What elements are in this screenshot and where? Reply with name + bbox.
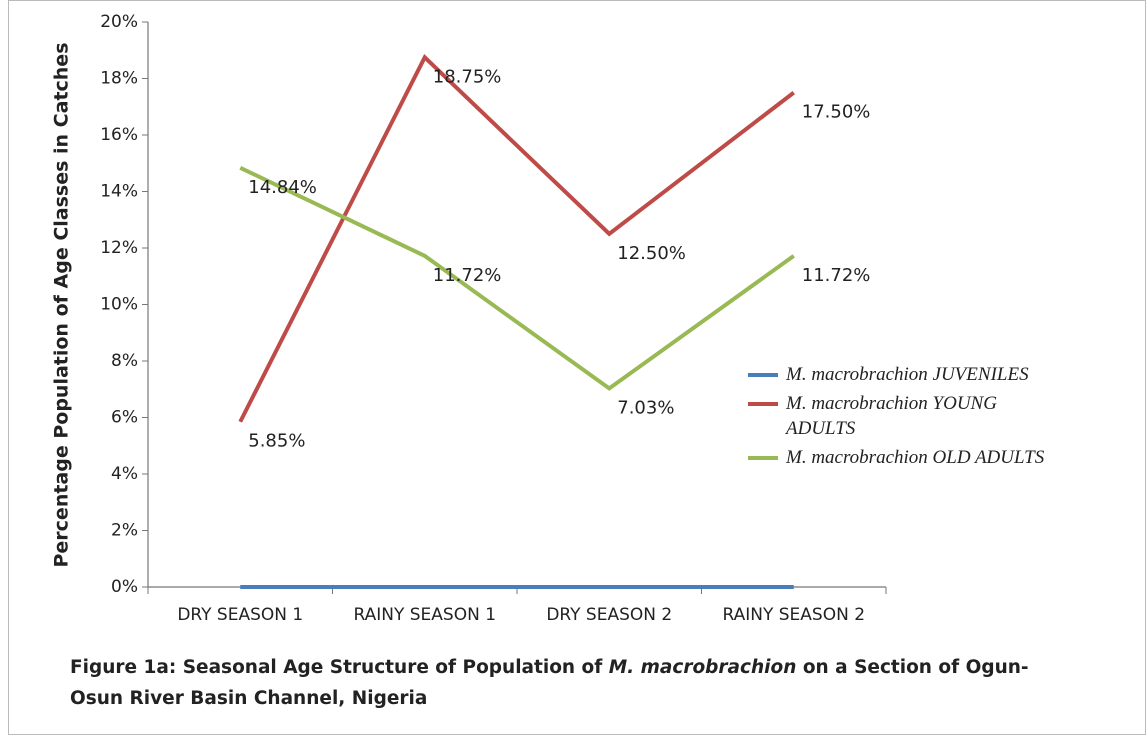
y-tick-label: 0% [111,577,138,597]
y-tick-label: 16% [100,125,138,145]
legend-label: M. macrobrachion OLD ADULTS [786,447,1045,468]
caption-text: on a Section of Ogun-Osun River Basin Ch… [70,657,1029,709]
data-label: 11.72% [433,265,502,286]
legend-label: M. macrobrachion YOUNG ADULTS [786,393,997,439]
data-label: 14.84% [248,177,317,198]
legend-swatch [748,402,778,406]
y-axis-label: Percentage Population of Age Classes in … [51,42,73,567]
legend: M. macrobrachion JUVENILES M. macrobrachi… [748,362,1116,474]
caption-italic: M. macrobrachion [608,657,797,678]
legend-entry: M. macrobrachion JUVENILES [748,362,1116,387]
legend-swatch [748,373,778,377]
x-tick-label: RAINY SEASON 2 [722,605,865,625]
series-line [238,54,795,423]
y-tick-label: 4% [111,464,138,484]
y-tick-label: 8% [111,351,138,371]
y-tick-label: 14% [100,182,138,202]
data-label: 11.72% [802,265,871,286]
legend-entry: M. macrobrachion OLD ADULTS [748,445,1116,470]
legend-swatch [748,456,778,460]
y-tick-label: 12% [100,238,138,258]
legend-entry: M. macrobrachion YOUNG ADULTS [748,391,1066,441]
legend-label: M. macrobrachion JUVENILES [786,364,1029,385]
series-line [239,165,795,391]
x-tick-label: DRY SEASON 2 [546,605,672,625]
y-tick-label: 10% [100,295,138,315]
y-tick-label: 2% [111,521,138,541]
x-tick-label: DRY SEASON 1 [177,605,303,625]
y-tick-label: 18% [100,69,138,89]
y-tick-label: 6% [111,408,138,428]
y-tick-label: 20% [100,12,138,32]
caption-text: Figure 1a: Seasonal Age Structure of Pop… [70,657,609,678]
x-tick-label: RAINY SEASON 1 [353,605,496,625]
caption: Figure 1a: Seasonal Age Structure of Pop… [70,652,1070,714]
data-label: 12.50% [617,243,686,264]
data-label: 5.85% [248,431,305,452]
data-label: 18.75% [433,66,502,87]
data-label: 17.50% [802,102,871,123]
data-label: 7.03% [617,397,674,418]
